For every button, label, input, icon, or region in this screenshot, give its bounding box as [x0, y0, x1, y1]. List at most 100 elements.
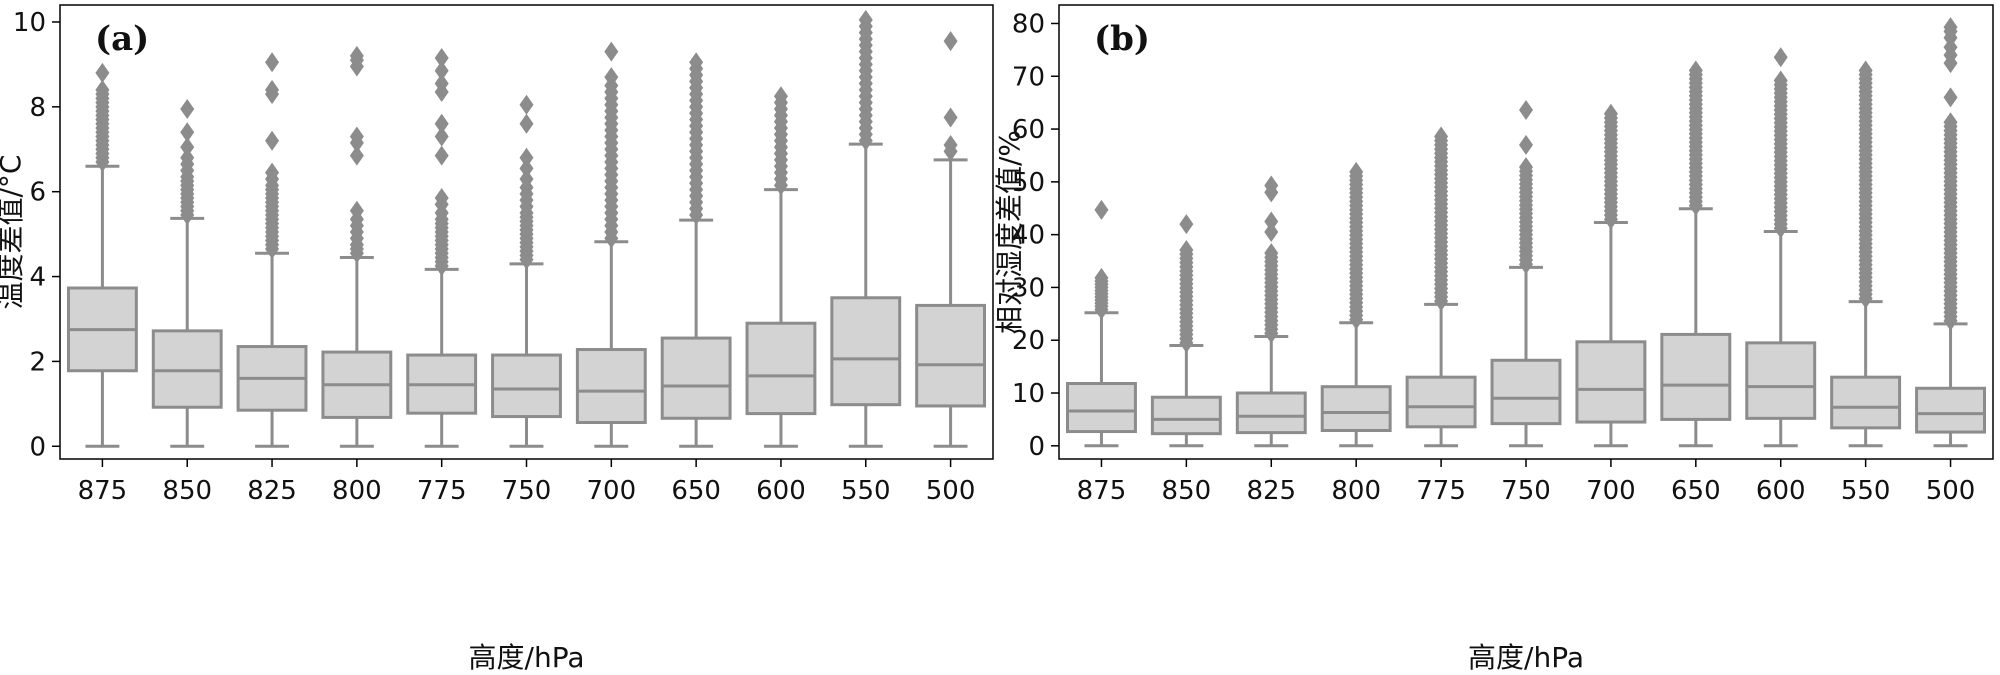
outlier-point — [265, 79, 280, 100]
outlier-point — [349, 145, 364, 166]
x-axis-label: 高度/hPa — [469, 641, 585, 674]
y-tick-label: 80 — [1012, 9, 1045, 39]
y-tick-label: 70 — [1012, 62, 1045, 92]
y-tick-label: 2 — [29, 347, 46, 377]
y-tick-label: 30 — [1012, 273, 1045, 303]
y-tick-label: 50 — [1012, 168, 1045, 198]
box-550 — [830, 296, 902, 407]
y-axis-label: 相对湿度差值/% — [993, 130, 1026, 334]
box-850 — [1150, 395, 1222, 436]
outlier-point — [519, 158, 534, 179]
outlier-point — [180, 137, 195, 158]
x-tick-label: 800 — [332, 476, 382, 506]
outlier-point — [1434, 126, 1449, 147]
box-700 — [575, 348, 647, 425]
box-500 — [915, 303, 987, 408]
outlier-point — [1094, 267, 1109, 288]
y-tick-label: 20 — [1012, 326, 1045, 356]
x-tick-label: 825 — [1246, 476, 1296, 506]
panel-b: 0 10 20 30 40 50 60 70 80 875 850 825 800 775 750 700 65… — [993, 4, 1994, 674]
x-tick-label: 800 — [1331, 476, 1381, 506]
outlier-point — [689, 52, 704, 73]
outlier-point — [180, 98, 195, 119]
outlier-point — [1943, 112, 1958, 133]
box-550 — [1830, 375, 1902, 430]
box-775 — [1405, 375, 1477, 429]
outlier-point — [1519, 157, 1533, 178]
outlier-point — [349, 200, 364, 221]
x-tick-label: 700 — [586, 476, 636, 506]
outlier-point — [95, 62, 110, 83]
outlier-point — [1858, 60, 1873, 81]
y-axis-label: 温度差值/°C — [0, 155, 27, 310]
outlier-point — [1264, 211, 1279, 232]
outlier-point — [773, 86, 788, 107]
panel-label: (a) — [95, 19, 149, 59]
outlier-point — [943, 107, 958, 128]
box-750 — [1490, 358, 1562, 426]
outlier-point — [434, 48, 449, 69]
y-tick-label: 0 — [1028, 432, 1045, 462]
outlier-point — [1264, 243, 1279, 264]
outlier-point — [1519, 100, 1533, 121]
y-tick-label: 10 — [1012, 379, 1045, 409]
y-tick-label: 40 — [1012, 221, 1045, 251]
outlier-point — [1519, 134, 1533, 155]
x-tick-label: 775 — [417, 476, 467, 506]
box-700 — [1575, 340, 1647, 424]
y-tick-label: 4 — [29, 263, 46, 293]
x-tick-label: 700 — [1586, 476, 1636, 506]
x-tick-label: 650 — [1671, 476, 1721, 506]
outlier-point — [180, 147, 195, 168]
outlier-point — [265, 162, 280, 183]
outlier-point — [519, 147, 534, 168]
x-tick-label: 775 — [1416, 476, 1466, 506]
outlier-point — [1943, 87, 1958, 108]
outlier-point — [1264, 222, 1279, 242]
outlier-point — [349, 126, 364, 147]
panel-a: 0 2 4 6 8 10 875 850 825 800 775 750 700 650 600 550 500… — [0, 4, 994, 674]
box-600 — [745, 321, 817, 416]
outlier-point — [1773, 47, 1788, 68]
outlier-point — [349, 45, 364, 66]
x-tick-label: 600 — [756, 476, 806, 506]
box-800 — [1320, 385, 1392, 432]
outlier-point — [265, 52, 280, 73]
box-875 — [1065, 382, 1137, 434]
outlier-point — [604, 67, 619, 88]
outlier-point — [1179, 214, 1194, 235]
x-tick-label: 600 — [1756, 476, 1806, 506]
x-tick-label: 500 — [1926, 476, 1976, 506]
outlier-point — [1943, 17, 1958, 38]
x-tick-label: 875 — [78, 476, 128, 506]
outlier-point — [1688, 60, 1703, 81]
outlier-point — [1094, 199, 1109, 220]
outlier-point — [95, 79, 110, 100]
outlier-point — [1349, 161, 1364, 182]
outlier-point — [519, 168, 534, 189]
x-tick-label: 750 — [502, 476, 552, 506]
x-axis-label: 高度/hPa — [1468, 641, 1584, 674]
x-tick-label: 850 — [1162, 476, 1212, 506]
box-750 — [491, 353, 562, 419]
outlier-point — [1603, 103, 1618, 124]
outlier-point — [434, 188, 449, 209]
outlier-point — [519, 113, 534, 134]
outlier-point — [434, 73, 449, 94]
x-tick-label: 850 — [162, 476, 212, 506]
plot-frame — [1058, 4, 1994, 460]
box-500 — [1915, 386, 1987, 434]
outlier-point — [434, 60, 449, 81]
box-650 — [660, 336, 732, 420]
x-tick-label: 650 — [671, 476, 721, 506]
y-tick-label: 0 — [29, 432, 46, 462]
outlier-point — [434, 113, 449, 134]
y-tick-label: 8 — [29, 93, 46, 123]
x-tick-label: 500 — [926, 476, 976, 506]
y-tick-label: 6 — [29, 178, 46, 208]
outlier-point — [434, 145, 449, 166]
outlier-point — [1773, 70, 1788, 91]
outlier-point — [434, 126, 449, 147]
outlier-point — [265, 130, 280, 151]
